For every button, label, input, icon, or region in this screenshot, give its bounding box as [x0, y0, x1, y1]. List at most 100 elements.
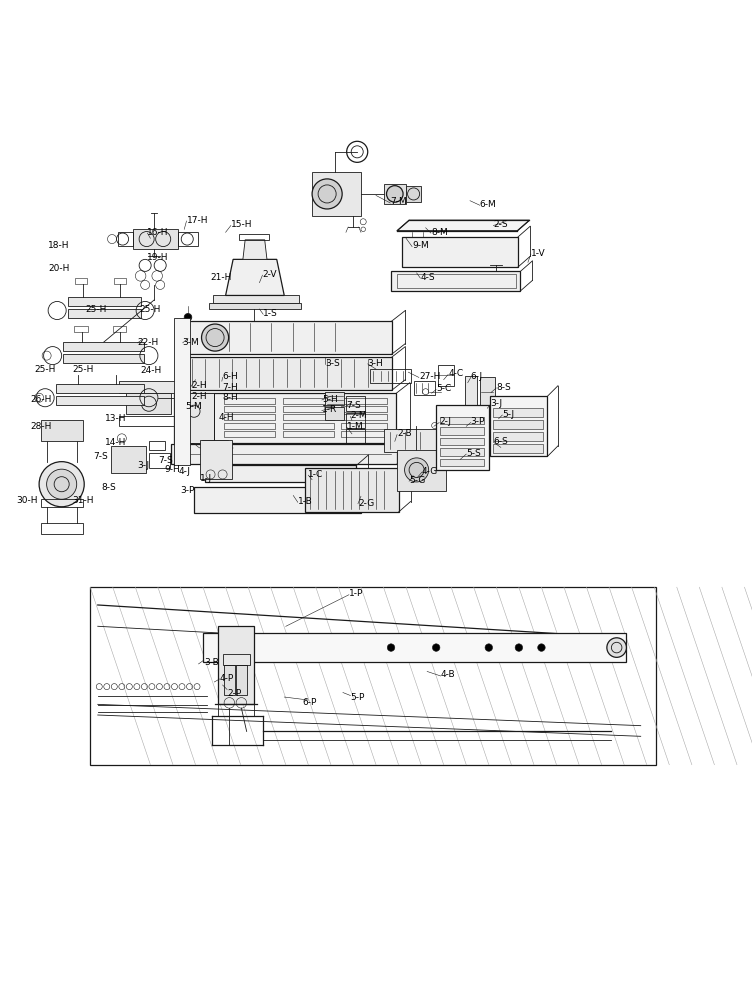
Text: 8-M: 8-M: [431, 228, 447, 237]
Text: 2-P: 2-P: [227, 689, 241, 698]
Circle shape: [202, 324, 229, 351]
Text: 2-G: 2-G: [358, 499, 374, 508]
Bar: [183, 357, 392, 390]
Text: 3-P: 3-P: [180, 486, 195, 495]
Text: 2-J: 2-J: [439, 417, 451, 426]
Text: 9-M: 9-M: [412, 241, 429, 250]
Text: 27-H: 27-H: [419, 372, 440, 381]
Polygon shape: [397, 220, 529, 231]
Bar: [183, 321, 392, 354]
Bar: [68, 309, 141, 318]
Bar: [440, 427, 484, 435]
Bar: [283, 414, 334, 420]
Text: 24-H: 24-H: [140, 366, 161, 375]
Text: 14-H: 14-H: [105, 438, 126, 447]
Bar: [239, 234, 269, 240]
Bar: [205, 465, 356, 482]
Bar: [384, 429, 438, 452]
Bar: [149, 441, 165, 450]
Text: 1-M: 1-M: [347, 422, 363, 431]
Text: 1-P: 1-P: [349, 589, 363, 598]
Text: 4-G: 4-G: [422, 467, 438, 476]
Text: 5-G: 5-G: [409, 476, 426, 485]
Text: 4-S: 4-S: [420, 273, 435, 282]
Bar: [440, 459, 484, 466]
Bar: [56, 396, 144, 405]
Text: 28-H: 28-H: [30, 422, 51, 431]
Bar: [283, 423, 334, 429]
Bar: [90, 587, 656, 765]
Text: 13-H: 13-H: [105, 414, 127, 423]
Bar: [391, 271, 520, 291]
Bar: [114, 278, 126, 284]
Bar: [384, 184, 406, 204]
Text: 6-M: 6-M: [480, 200, 496, 209]
Bar: [493, 432, 543, 441]
Text: 8-S: 8-S: [102, 483, 117, 492]
Text: 4-H: 4-H: [219, 413, 235, 422]
Bar: [41, 420, 83, 441]
Bar: [113, 326, 126, 332]
Bar: [283, 398, 334, 404]
Bar: [41, 499, 83, 507]
Bar: [341, 398, 387, 404]
Polygon shape: [218, 626, 254, 704]
Text: 6-J: 6-J: [471, 372, 483, 381]
Bar: [119, 381, 179, 393]
Text: 4-B: 4-B: [441, 670, 455, 679]
Bar: [346, 429, 365, 444]
Text: 6-H: 6-H: [223, 372, 238, 381]
Text: 5-P: 5-P: [350, 693, 365, 702]
Bar: [224, 431, 275, 437]
Bar: [346, 396, 365, 411]
Text: 19-H: 19-H: [147, 253, 169, 262]
Text: 3-J: 3-J: [137, 461, 149, 470]
Text: 21-H: 21-H: [211, 273, 232, 282]
Text: 15-H: 15-H: [231, 220, 253, 229]
Text: 5-M: 5-M: [186, 402, 202, 411]
Text: 1-C: 1-C: [308, 470, 323, 479]
Bar: [283, 431, 334, 437]
Text: 31-H: 31-H: [72, 496, 94, 505]
Bar: [493, 444, 543, 453]
Bar: [438, 365, 454, 386]
Circle shape: [485, 644, 493, 651]
Bar: [341, 414, 387, 420]
Bar: [174, 393, 396, 443]
Bar: [56, 384, 144, 393]
Text: 9-H: 9-H: [164, 465, 180, 474]
Circle shape: [607, 638, 626, 657]
Bar: [493, 420, 543, 429]
Text: 1-B: 1-B: [298, 497, 313, 506]
Circle shape: [432, 644, 440, 651]
Bar: [414, 381, 435, 395]
Bar: [440, 417, 484, 424]
Text: 8-H: 8-H: [223, 393, 238, 402]
Text: 2-H: 2-H: [191, 381, 207, 390]
Text: 5-J: 5-J: [502, 410, 514, 419]
Bar: [178, 232, 198, 246]
Text: 2-S: 2-S: [493, 220, 508, 229]
Text: 2-M: 2-M: [350, 411, 367, 420]
Text: 3-H: 3-H: [368, 359, 384, 368]
Text: 3-M: 3-M: [183, 338, 199, 347]
Bar: [346, 413, 365, 428]
Polygon shape: [203, 633, 626, 662]
Text: 1-S: 1-S: [263, 309, 278, 318]
Bar: [171, 444, 397, 464]
Text: 3-P: 3-P: [471, 417, 485, 426]
Text: 6-S: 6-S: [493, 437, 508, 446]
Bar: [490, 396, 547, 456]
Bar: [370, 369, 411, 383]
Bar: [63, 342, 144, 351]
Circle shape: [538, 644, 545, 651]
Bar: [119, 416, 179, 426]
Bar: [236, 665, 247, 695]
Bar: [68, 297, 141, 306]
Text: 5-S: 5-S: [466, 449, 481, 458]
Bar: [224, 414, 275, 420]
Text: 8-S: 8-S: [496, 383, 511, 392]
Text: 17-H: 17-H: [186, 216, 208, 225]
Text: 7-S: 7-S: [93, 452, 108, 461]
Bar: [224, 423, 275, 429]
